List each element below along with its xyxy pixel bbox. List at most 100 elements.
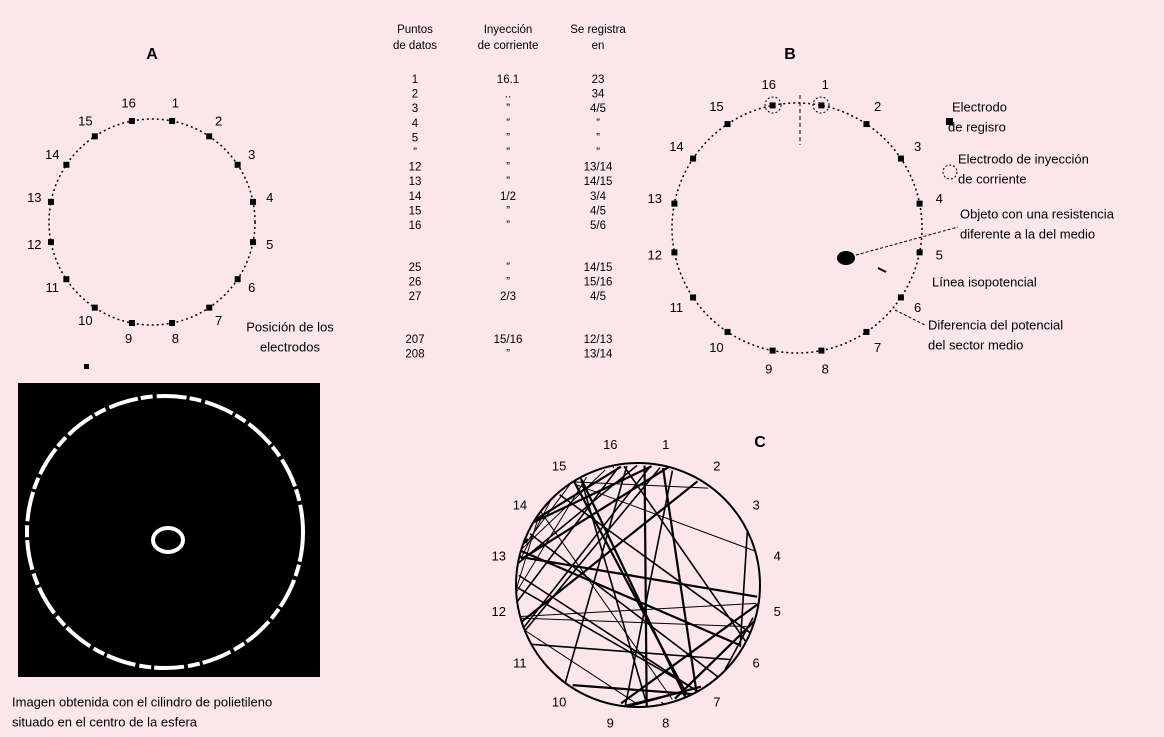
table-header: en [592, 40, 605, 52]
electrode [235, 162, 241, 168]
table-cell: 2/3 [500, 291, 516, 303]
electrode-label: 5 [266, 237, 273, 252]
electrode-label: 14 [45, 147, 59, 162]
electrode-label: 11 [513, 655, 527, 670]
table-cell: ” [596, 118, 600, 130]
chord [521, 618, 750, 627]
electrode [725, 329, 731, 335]
electrode [92, 305, 98, 311]
electrode-label: 8 [172, 331, 179, 346]
dot [84, 364, 89, 369]
electrode-label: 10 [78, 313, 92, 328]
electrode-label: 1 [822, 77, 829, 92]
annotation: del sector medio [928, 337, 1023, 352]
electrode-label: 15 [78, 114, 92, 129]
table-cell: ” [506, 132, 510, 144]
electrode-label: 9 [607, 716, 614, 731]
electrode-label: 14 [669, 139, 683, 154]
electrode [250, 199, 256, 205]
chord [516, 587, 696, 690]
table-cell: 5/6 [590, 220, 606, 232]
electrode-label: 3 [914, 139, 921, 154]
ring [516, 463, 760, 707]
electrode [235, 276, 241, 282]
table-header: de datos [393, 40, 437, 52]
table-cell: 14/15 [584, 262, 613, 274]
object [837, 251, 855, 265]
electrode-label: 4 [266, 190, 273, 205]
legend-circle [943, 165, 957, 179]
table-cell: ” [506, 162, 510, 174]
table-cell: 4/5 [590, 291, 606, 303]
electrode-label: 12 [491, 604, 505, 619]
electrode [898, 294, 904, 300]
electrode-label: 9 [765, 362, 772, 377]
ring [49, 119, 255, 325]
electrode-label: 1 [172, 96, 179, 111]
electrode [206, 305, 212, 311]
table-cell: 15 [409, 205, 422, 217]
electrode [770, 348, 776, 354]
electrode [917, 201, 923, 207]
table-cell: 26 [409, 277, 422, 289]
table-cell: ” [506, 147, 510, 159]
electrode-label: 4 [936, 191, 943, 206]
table-header: Inyección [484, 24, 533, 36]
table-cell: ” [506, 262, 510, 274]
table-cell: 207 [405, 334, 424, 346]
electrode-label: 10 [709, 340, 723, 355]
electrode-label: 13 [648, 191, 662, 206]
electrode-label: 15 [709, 99, 723, 114]
electrode-label: 16 [121, 96, 135, 111]
electrode-label: 10 [552, 695, 566, 710]
electrode [863, 121, 869, 127]
electrode-label: 3 [752, 498, 759, 513]
electrode-label: 6 [752, 655, 759, 670]
table-cell: ” [506, 176, 510, 188]
table-cell: 15/16 [494, 334, 523, 346]
electrode [671, 249, 677, 255]
electrode [63, 162, 69, 168]
table-cell: 3/4 [590, 191, 607, 203]
table-cell: 13 [409, 176, 422, 188]
table-cell: 23 [592, 74, 605, 86]
table-cell: ” [596, 132, 600, 144]
chord [519, 557, 757, 597]
reconstruction-image [18, 383, 320, 677]
electrode-label: 8 [822, 362, 829, 377]
electrode-label: 11 [670, 300, 684, 315]
table-cell: ” [506, 220, 510, 232]
table-cell: 25 [409, 262, 422, 274]
table-cell: 13/14 [584, 349, 613, 361]
figure: A Posición de los electrodos B C Imagen … [0, 0, 1164, 737]
electrode-label: 5 [774, 604, 781, 619]
chord [613, 466, 614, 468]
table-cell: 14/15 [584, 176, 613, 188]
isoline [878, 268, 886, 272]
table-cell: 13/14 [584, 162, 613, 174]
annotation: diferente a la del medio [960, 226, 1095, 241]
electrode-label: 3 [248, 147, 255, 162]
annotation: Electrodo [952, 99, 1007, 114]
electrode [671, 201, 677, 207]
electrode [129, 118, 135, 124]
table-cell: 2 [412, 89, 418, 101]
electrode [48, 239, 54, 245]
electrode [690, 294, 696, 300]
table-cell: 4 [412, 118, 419, 130]
annotation: Objeto con una resistencia [960, 206, 1115, 221]
electrode [898, 156, 904, 162]
annotation: Línea isopotencial [932, 274, 1037, 289]
electrode [917, 249, 923, 255]
caption: electrodos [260, 339, 320, 354]
electrode-label: 9 [125, 331, 132, 346]
electrode-label: 13 [27, 190, 41, 205]
caption: situado en el centro de la esfera [12, 714, 198, 729]
electrode-label: 2 [215, 114, 222, 129]
table-cell: 1/2 [500, 191, 516, 203]
chord [530, 534, 718, 677]
electrode [206, 133, 212, 139]
electrode-label: 4 [774, 549, 781, 564]
panel-label: A [146, 46, 158, 63]
electrode-label: 14 [513, 498, 527, 513]
